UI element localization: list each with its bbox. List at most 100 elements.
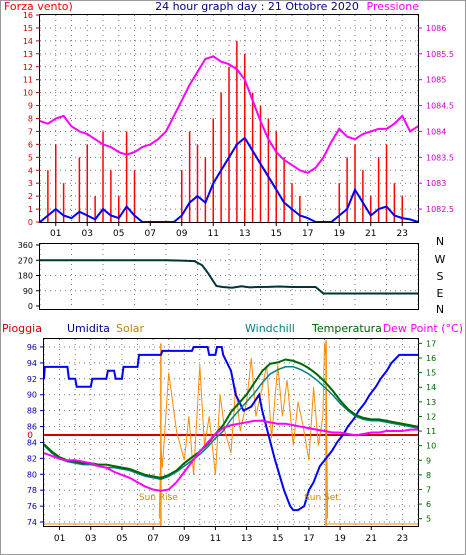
y-left-tick-label: 86: [27, 423, 37, 432]
panel3-x-axis: 01 03 05 07 09 11 13 15 17 19 21 23: [54, 526, 408, 544]
series-windchill: [43, 366, 419, 481]
y-right-tick-label: 1084.5: [426, 102, 454, 111]
x-tick-label: 23: [397, 534, 408, 544]
sunset-label: Sun Set: [304, 493, 339, 503]
legend-humidity: Umidita: [67, 322, 110, 335]
series-temperature: [43, 358, 419, 479]
y-right-tick-label: 1084: [426, 127, 446, 136]
x-tick-label: 17: [302, 229, 313, 239]
panel3-right-axis: 5 6 7 8 9 10 11 12 13 14 15 16 17: [418, 339, 436, 524]
y-right-tick-label: 15: [426, 369, 436, 378]
x-tick-label: 23: [397, 229, 408, 239]
y-right-tick-label: 1086: [426, 24, 446, 33]
series-pressure: [39, 55, 419, 174]
y-tick-label: 360: [18, 241, 33, 250]
x-tick-label: 05: [116, 534, 127, 544]
y-left-tick-label: 2: [28, 192, 33, 201]
y-left-tick-label: 10: [23, 89, 33, 98]
x-tick-label: 15: [272, 534, 283, 544]
y-right-tick-label: 5: [426, 515, 431, 524]
x-tick-label: 19: [334, 229, 346, 239]
x-tick-label: 01: [54, 534, 65, 544]
series-solar: [158, 343, 329, 519]
panel-wind-pressure: Forza vento) 24 hour graph day : 21 Otto…: [4, 0, 454, 239]
x-tick-label: 11: [210, 534, 221, 544]
compass-label: E: [437, 287, 444, 300]
panel2-frame: [39, 243, 419, 310]
compass-label: N: [436, 235, 444, 248]
legend-windchill: Windchill: [245, 322, 295, 335]
y-tick-label: 180: [18, 272, 33, 281]
y-right-tick-label: 13: [426, 398, 436, 407]
x-tick-label: 11: [208, 229, 219, 239]
panel1-x-axis: 01 03 05 07 09 11 13 15 17 19 21 23: [50, 222, 408, 239]
panel1-left-title: Forza vento): [4, 0, 73, 13]
y-right-tick-label: 12: [426, 412, 436, 421]
y-left-tick-label: 94: [27, 359, 37, 368]
y-left-tick-label: 0: [28, 218, 33, 227]
y-right-tick-label: 14: [426, 383, 436, 392]
x-tick-label: 07: [145, 229, 156, 239]
x-tick-label: 21: [365, 229, 376, 239]
y-right-tick-label: 8: [426, 471, 431, 480]
series-wind-avg: [39, 136, 419, 223]
y-left-tick-label: 11: [23, 76, 33, 85]
panel-temperature-humidity: Pioggia Umidita Solar Windchill Temperat…: [2, 322, 463, 544]
x-tick-label: 21: [366, 534, 377, 544]
x-tick-label: 17: [303, 534, 314, 544]
panel1-title: 24 hour graph day : 21 Ottobre 2020: [155, 0, 359, 13]
x-tick-label: 01: [50, 229, 61, 239]
y-left-tick-label: 74: [27, 518, 37, 527]
panel2-left-axis: 0 90 180 270 360: [18, 241, 40, 311]
y-right-tick-label: 1083: [426, 179, 446, 188]
sunrise-label: Sun Rise: [139, 493, 178, 503]
x-tick-label: 09: [176, 229, 188, 239]
y-right-tick-label: 11: [426, 427, 436, 436]
y-left-tick-label: 82: [27, 454, 37, 463]
series-wind-direction: [40, 259, 418, 295]
y-left-tick-label: 96: [27, 343, 37, 352]
panel3-left-axis: 74 76 78 80 82 84 86 88 90 92 94 96: [27, 343, 44, 527]
y-right-tick-label: 7: [426, 485, 431, 494]
y-right-tick-label: 1085: [426, 76, 446, 85]
y-left-tick-label: 12: [23, 63, 33, 72]
y-left-tick-label: 76: [27, 502, 37, 511]
panel3-frame: [43, 338, 419, 527]
compass-label: W: [435, 253, 446, 266]
y-right-tick-label: 1085.5: [426, 50, 454, 59]
y-right-tick-label: 16: [426, 354, 436, 363]
x-tick-label: 05: [113, 229, 124, 239]
rain-zero-label: 0: [27, 431, 33, 441]
y-left-tick-label: 16: [23, 11, 33, 20]
y-left-tick-label: 5: [28, 153, 33, 162]
y-left-tick-label: 90: [27, 391, 37, 400]
y-tick-label: 90: [23, 287, 33, 296]
x-tick-label: 13: [241, 534, 252, 544]
series-humidity: [43, 346, 418, 512]
y-right-tick-label: 1082.5: [426, 205, 454, 214]
x-tick-label: 03: [82, 229, 93, 239]
legend-rain: Pioggia: [2, 322, 42, 335]
y-right-tick-label: 10: [426, 442, 436, 451]
x-tick-label: 03: [85, 534, 96, 544]
compass-label: N: [436, 303, 444, 316]
legend-dew-point: Dew Point (°C): [383, 322, 463, 335]
x-tick-label: 09: [179, 534, 191, 544]
x-tick-label: 15: [271, 229, 282, 239]
y-left-tick-label: 14: [23, 37, 33, 46]
y-left-tick-label: 1: [28, 205, 33, 214]
x-tick-label: 19: [334, 534, 346, 544]
y-right-tick-label: 1083.5: [426, 153, 454, 162]
y-left-tick-label: 15: [23, 24, 33, 33]
panel3-grid: [43, 339, 419, 526]
y-left-tick-label: 7: [28, 127, 33, 136]
y-left-tick-label: 3: [28, 179, 33, 188]
panel1-right-title: Pressione: [367, 0, 420, 13]
y-left-tick-label: 9: [28, 102, 33, 111]
y-left-tick-label: 92: [27, 375, 37, 384]
